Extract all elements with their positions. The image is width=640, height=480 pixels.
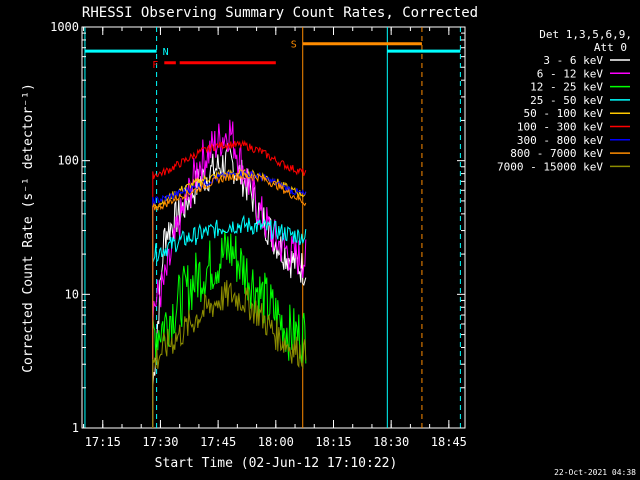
x-tick-label: 18:00 xyxy=(258,435,294,449)
y-tick-label: 100 xyxy=(57,154,79,168)
legend-label: 800 - 7000 keV xyxy=(510,147,603,160)
flare-label: F xyxy=(152,60,158,71)
legend-label: 3 - 6 keV xyxy=(543,54,603,67)
footer-date: 22-Oct-2021 04:38 xyxy=(554,468,636,477)
legend-label: 6 - 12 keV xyxy=(537,67,604,80)
series-layer xyxy=(152,119,307,428)
x-tick-label: 18:45 xyxy=(431,435,467,449)
saa-label: S xyxy=(291,40,297,51)
x-tick-label: 17:15 xyxy=(85,435,121,449)
series-line xyxy=(152,214,307,428)
legend-label: 300 - 800 keV xyxy=(517,134,603,147)
y-tick-label: 10 xyxy=(65,287,79,301)
markers-layer: S NF xyxy=(84,27,461,428)
x-axis-label: Start Time (02-Jun-12 17:10:22) xyxy=(155,456,398,471)
legend-header-line1: Det 1,3,5,6,9, xyxy=(539,28,632,41)
legend-label: 12 - 25 keV xyxy=(530,81,603,94)
night-label: N xyxy=(163,47,169,58)
legend-header-line2: Att 0 xyxy=(594,41,627,54)
series-line xyxy=(152,119,307,428)
chart-title: RHESSI Observing Summary Count Rates, Co… xyxy=(82,5,478,21)
series-line xyxy=(152,170,307,428)
x-tick-label: 18:30 xyxy=(373,435,409,449)
plot-frame xyxy=(81,26,466,429)
axis-layer: 17:15 17:30 17:45 18:00 18:15 18:30 18:45 1 10 10… xyxy=(50,20,467,449)
legend-label: 100 - 300 keV xyxy=(517,121,603,134)
x-tick-label: 17:45 xyxy=(200,435,236,449)
series-line xyxy=(152,280,307,428)
series-line xyxy=(152,170,307,428)
legend-label: 25 - 50 keV xyxy=(530,94,603,107)
y-axis-label: Corrected Count Rate (s⁻¹ detector⁻¹) xyxy=(21,83,36,373)
series-line xyxy=(152,139,307,428)
y-tick-label: 1 xyxy=(72,421,79,435)
x-tick-label: 17:30 xyxy=(142,435,178,449)
series-line xyxy=(152,230,307,428)
legend-label: 50 - 100 keV xyxy=(524,107,604,120)
x-tick-label: 18:15 xyxy=(315,435,351,449)
y-tick-label: 1000 xyxy=(50,20,79,34)
legend-label: 7000 - 15000 keV xyxy=(497,160,603,173)
